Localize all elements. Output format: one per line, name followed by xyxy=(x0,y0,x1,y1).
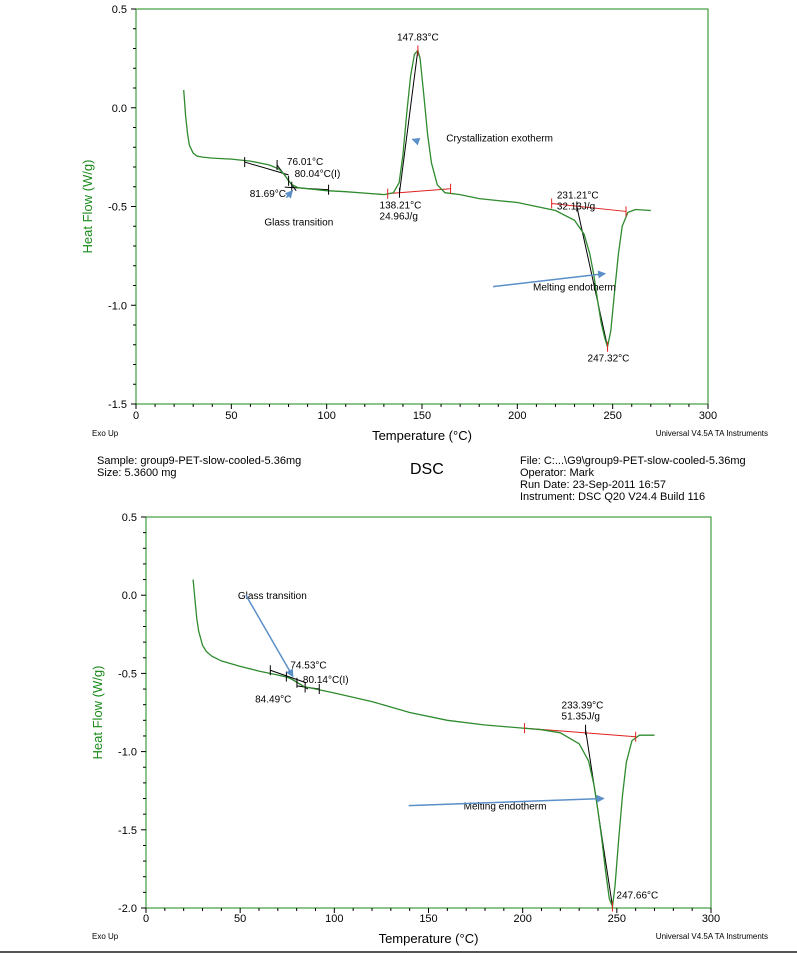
y-tick-label: 0.5 xyxy=(112,4,127,16)
annotation-label: Melting endotherm xyxy=(533,283,616,294)
size-label: Size: xyxy=(97,467,122,479)
x-tick-label: 50 xyxy=(225,410,237,422)
software-label: Universal V4.5A TA Instruments xyxy=(656,429,768,438)
annotation-label: 233.39°C xyxy=(562,701,604,712)
y-tick-label: 0.0 xyxy=(112,103,127,115)
x-axis-label: Temperature (°C) xyxy=(379,931,479,946)
annotation-arrow xyxy=(411,137,421,146)
annotation-label: 80.14°C(I) xyxy=(303,675,349,686)
x-axis-label: Temperature (°C) xyxy=(372,428,472,443)
y-tick-label: -1.0 xyxy=(118,747,137,759)
sample-value: group9-PET-slow-cooled-5.36mg xyxy=(140,455,302,467)
operator-label: Operator: xyxy=(520,467,567,479)
dsc-chart-2: 0 50 100 150 200 250 300 0.5 0.0 -0.5 -1.0 -1.5 -2.0… xyxy=(90,512,768,946)
tangent-line xyxy=(576,206,609,347)
y-axis-label: Heat Flow (W/g) xyxy=(80,160,95,254)
exo-up-label: Exo Up xyxy=(92,429,119,438)
peak-baseline xyxy=(387,188,451,195)
annotation-label: 74.53°C xyxy=(290,661,326,672)
annotation-label: 138.21°C xyxy=(380,201,422,212)
annotation-label: Glass transition xyxy=(238,591,307,602)
x-tick-label: 100 xyxy=(325,913,343,925)
annotation-label: 80.04°C(I) xyxy=(295,169,341,180)
annotation-label: 24.96J/g xyxy=(380,212,418,223)
annotation-label: Glass transition xyxy=(264,218,333,229)
plot-frame xyxy=(135,8,709,405)
y-tick-label: -1.5 xyxy=(108,399,127,411)
annotation-label: 81.69°C xyxy=(250,189,286,200)
y-tick-label: -1.0 xyxy=(108,300,127,312)
heat-flow-curve xyxy=(192,579,655,909)
plot-frame xyxy=(145,516,712,909)
software-label: Universal V4.5A TA Instruments xyxy=(656,932,768,941)
instrument-label: Instrument: xyxy=(520,491,576,503)
annotation-arrow xyxy=(245,594,294,678)
annotation-arrow xyxy=(492,270,607,288)
annotation-label: 231.21°C xyxy=(557,191,599,202)
annotation-label: 84.49°C xyxy=(255,694,291,705)
x-tick-label: 200 xyxy=(508,410,526,422)
tangent-line xyxy=(399,50,419,193)
y-axis-label: Heat Flow (W/g) xyxy=(90,666,105,760)
annotation-arrow xyxy=(284,189,293,199)
annotation-label: Crystallization exotherm xyxy=(446,133,553,144)
run-date-value: 23-Sep-2011 16:57 xyxy=(572,479,666,491)
run-date-label: Run Date: xyxy=(520,479,570,491)
annotation-label: 247.66°C xyxy=(616,890,658,901)
x-tick-label: 300 xyxy=(702,913,720,925)
operator-value: Mark xyxy=(569,467,594,479)
file-value: C:...\G9\group9-PET-slow-cooled-5.36mg xyxy=(543,455,746,467)
x-tick-label: 100 xyxy=(317,410,335,422)
sample-info: Sample: group9-PET-slow-cooled-5.36mg Si… xyxy=(97,455,301,479)
peak-baseline xyxy=(551,203,627,212)
y-tick-label: -0.5 xyxy=(118,668,137,680)
x-tick-label: 150 xyxy=(413,410,431,422)
annotation-label: 147.83°C xyxy=(397,32,439,43)
x-tick-label: 150 xyxy=(419,913,437,925)
y-tick-label: -1.5 xyxy=(118,825,137,837)
annotation-label: 247.32°C xyxy=(588,354,630,365)
dsc-chart-1: 0 50 100 150 200 250 300 0.5 0.0 -0.5 -1.0 -1.5 Temp… xyxy=(80,4,768,443)
y-tick-label: -0.5 xyxy=(108,202,127,214)
y-tick-label: 0.5 xyxy=(122,512,137,524)
annotation-label: 76.01°C xyxy=(287,157,323,168)
size-value: 5.3600 mg xyxy=(124,467,177,479)
method-title: DSC xyxy=(410,461,444,478)
exo-up-label: Exo Up xyxy=(92,932,119,941)
bottom-rule xyxy=(0,951,797,953)
x-tick-label: 200 xyxy=(513,913,531,925)
file-label: File: xyxy=(520,455,541,467)
x-tick-label: 0 xyxy=(143,913,149,925)
annotation-label: 51.35J/g xyxy=(562,712,600,723)
tangent-line xyxy=(244,161,289,176)
annotation-label: Melting endotherm xyxy=(464,802,547,813)
x-tick-label: 250 xyxy=(603,410,621,422)
x-tick-label: 0 xyxy=(133,410,139,422)
x-tick-label: 50 xyxy=(234,913,246,925)
y-tick-label: 0.0 xyxy=(122,590,137,602)
y-tick-label: -2.0 xyxy=(118,903,137,915)
x-tick-label: 300 xyxy=(699,410,717,422)
annotation-label: 32.13J/g xyxy=(557,202,595,213)
x-tick-label: 250 xyxy=(608,913,626,925)
run-info: File: C:...\G9\group9-PET-slow-cooled-5.… xyxy=(520,455,746,503)
instrument-value: DSC Q20 V24.4 Build 116 xyxy=(578,491,706,503)
annotation-arrow xyxy=(408,794,605,807)
sample-label: Sample: xyxy=(97,455,138,467)
